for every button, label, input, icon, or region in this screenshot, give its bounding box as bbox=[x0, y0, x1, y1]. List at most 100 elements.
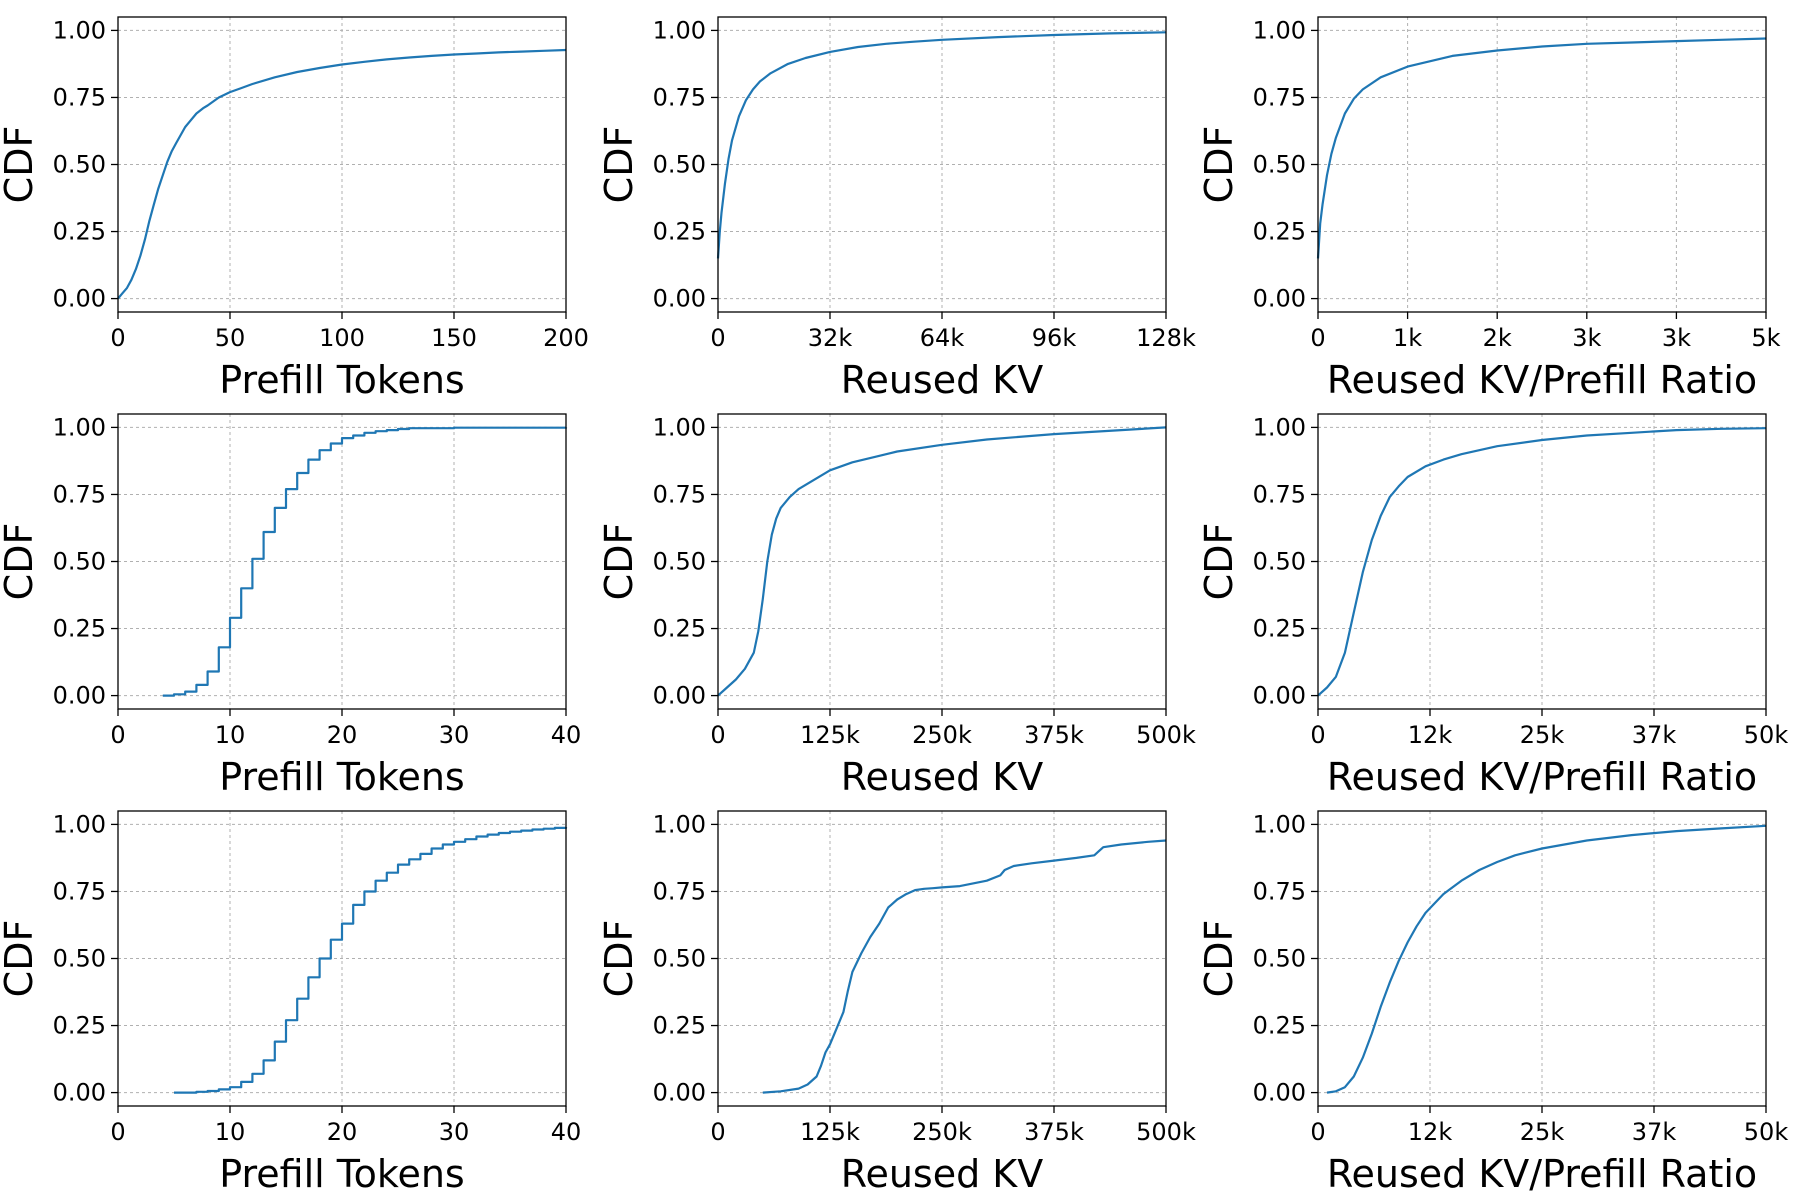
x-tick-label: 50k bbox=[1744, 1118, 1789, 1146]
y-axis-title: CDF bbox=[1197, 523, 1241, 601]
y-tick-label: 0.75 bbox=[1253, 877, 1306, 905]
x-tick-label: 150 bbox=[431, 324, 477, 352]
x-tick-label: 0 bbox=[110, 1118, 125, 1146]
x-tick-label: 1k bbox=[1393, 324, 1422, 352]
x-tick-label: 30 bbox=[439, 1118, 470, 1146]
y-tick-label: 0.00 bbox=[53, 1079, 106, 1107]
x-tick-label: 32k bbox=[808, 324, 853, 352]
y-axis-title: CDF bbox=[1197, 920, 1241, 998]
x-tick-label: 64k bbox=[920, 324, 965, 352]
y-tick-label: 1.00 bbox=[53, 810, 106, 838]
x-axis-title: Reused KV/Prefill Ratio bbox=[1327, 755, 1757, 799]
cdf-line bbox=[1317, 427, 1767, 697]
cdf-line bbox=[1316, 37, 1767, 259]
subplot-1-2: 0 32k 64k 96k 128k 0.00 0.25 0.50 0.75 1.00 Reused… bbox=[597, 16, 1196, 402]
y-tick-label: 0.50 bbox=[653, 151, 706, 179]
y-tick-label: 0.00 bbox=[653, 1079, 706, 1107]
subplot-3-2: 0 125k 250k 375k 500k 0.00 0.25 0.50 0.75 1.00 Reu… bbox=[597, 810, 1196, 1196]
y-tick-label: 0.50 bbox=[1253, 945, 1306, 973]
x-tick-label: 375k bbox=[1024, 721, 1084, 749]
y-tick-label: 0.25 bbox=[653, 218, 706, 246]
x-tick-label: 5k bbox=[1751, 324, 1780, 352]
y-tick-label: 0.75 bbox=[53, 83, 106, 111]
y-axis-title: CDF bbox=[0, 126, 41, 204]
y-tick-label: 0.25 bbox=[1253, 615, 1306, 643]
x-tick-label: 125k bbox=[800, 721, 860, 749]
subplot-3-3: 0 12k 25k 37k 50k 0.00 0.25 0.50 0.75 1.00 Reused … bbox=[1197, 810, 1788, 1196]
x-axis-title: Prefill Tokens bbox=[219, 358, 464, 402]
x-tick-label: 96k bbox=[1032, 324, 1077, 352]
x-tick-label: 50 bbox=[215, 324, 246, 352]
y-tick-label: 0.75 bbox=[1253, 83, 1306, 111]
x-tick-label: 3k bbox=[1662, 324, 1691, 352]
subplot-1-1: 0 50 100 150 200 0.00 0.25 0.50 0.75 1.00 Prefill … bbox=[0, 16, 589, 402]
y-axis-title: CDF bbox=[0, 920, 41, 998]
x-tick-label: 40 bbox=[551, 721, 582, 749]
y-tick-label: 0.75 bbox=[653, 877, 706, 905]
x-tick-label: 25k bbox=[1520, 1118, 1565, 1146]
y-axis-title: CDF bbox=[1197, 126, 1241, 204]
y-axis-title: CDF bbox=[597, 126, 641, 204]
y-tick-label: 0.00 bbox=[653, 285, 706, 313]
x-tick-label: 0 bbox=[110, 324, 125, 352]
y-tick-label: 0.50 bbox=[1253, 151, 1306, 179]
y-tick-label: 0.25 bbox=[1253, 218, 1306, 246]
x-tick-label: 375k bbox=[1024, 1118, 1084, 1146]
x-tick-label: 125k bbox=[800, 1118, 860, 1146]
x-tick-label: 25k bbox=[1520, 721, 1565, 749]
x-tick-label: 250k bbox=[912, 1118, 972, 1146]
cdf-line bbox=[716, 31, 1167, 259]
x-tick-label: 0 bbox=[710, 324, 725, 352]
subplot-2-3: 0 12k 25k 37k 50k 0.00 0.25 0.50 0.75 1.00 Reused … bbox=[1197, 413, 1788, 799]
x-tick-label: 200 bbox=[543, 324, 589, 352]
y-tick-label: 0.25 bbox=[653, 615, 706, 643]
cdf-line bbox=[162, 426, 568, 697]
y-tick-label: 0.00 bbox=[1253, 285, 1306, 313]
x-axis-title: Prefill Tokens bbox=[219, 1152, 464, 1196]
x-tick-label: 2k bbox=[1483, 324, 1512, 352]
y-tick-label: 1.00 bbox=[53, 16, 106, 44]
x-tick-label: 10 bbox=[215, 1118, 246, 1146]
x-tick-label: 100 bbox=[319, 324, 365, 352]
y-tick-label: 0.50 bbox=[53, 548, 106, 576]
y-tick-label: 0.50 bbox=[53, 151, 106, 179]
y-tick-label: 0.25 bbox=[53, 1012, 106, 1040]
y-tick-label: 1.00 bbox=[1253, 810, 1306, 838]
subplot-1-3: 0 1k 2k 3k 3k 5k 0.00 0.25 0.50 0.75 1.00 Reused KV… bbox=[1197, 16, 1781, 402]
x-axis-title: Reused KV bbox=[841, 755, 1043, 799]
y-tick-label: 1.00 bbox=[653, 413, 706, 441]
x-tick-label: 30 bbox=[439, 721, 470, 749]
x-axis-title: Prefill Tokens bbox=[219, 755, 464, 799]
y-tick-label: 0.00 bbox=[1253, 1079, 1306, 1107]
x-tick-label: 12k bbox=[1408, 721, 1453, 749]
y-tick-label: 0.25 bbox=[53, 218, 106, 246]
subplot-3-1: 0 10 20 30 40 0.00 0.25 0.50 0.75 1.00 Prefill Tok… bbox=[0, 810, 581, 1196]
y-tick-label: 1.00 bbox=[1253, 16, 1306, 44]
x-tick-label: 10 bbox=[215, 721, 246, 749]
x-tick-label: 0 bbox=[710, 1118, 725, 1146]
x-tick-label: 0 bbox=[1310, 1118, 1325, 1146]
y-tick-label: 0.50 bbox=[53, 945, 106, 973]
x-tick-label: 500k bbox=[1136, 721, 1196, 749]
y-tick-label: 1.00 bbox=[653, 16, 706, 44]
y-axis-title: CDF bbox=[0, 523, 41, 601]
y-tick-label: 0.00 bbox=[1253, 682, 1306, 710]
x-tick-label: 12k bbox=[1408, 1118, 1453, 1146]
x-tick-label: 0 bbox=[1310, 324, 1325, 352]
y-tick-label: 0.25 bbox=[53, 615, 106, 643]
x-tick-label: 20 bbox=[327, 721, 358, 749]
x-axis-title: Reused KV/Prefill Ratio bbox=[1327, 358, 1757, 402]
y-tick-label: 0.25 bbox=[653, 1012, 706, 1040]
y-tick-label: 0.00 bbox=[53, 285, 106, 313]
x-tick-label: 0 bbox=[1310, 721, 1325, 749]
x-axis-title: Reused KV/Prefill Ratio bbox=[1327, 1152, 1757, 1196]
y-tick-label: 0.50 bbox=[653, 548, 706, 576]
y-tick-label: 0.00 bbox=[53, 682, 106, 710]
y-tick-label: 0.75 bbox=[1253, 480, 1306, 508]
x-tick-label: 0 bbox=[710, 721, 725, 749]
y-tick-label: 0.75 bbox=[53, 480, 106, 508]
y-tick-label: 0.75 bbox=[653, 480, 706, 508]
x-tick-label: 3k bbox=[1572, 324, 1601, 352]
